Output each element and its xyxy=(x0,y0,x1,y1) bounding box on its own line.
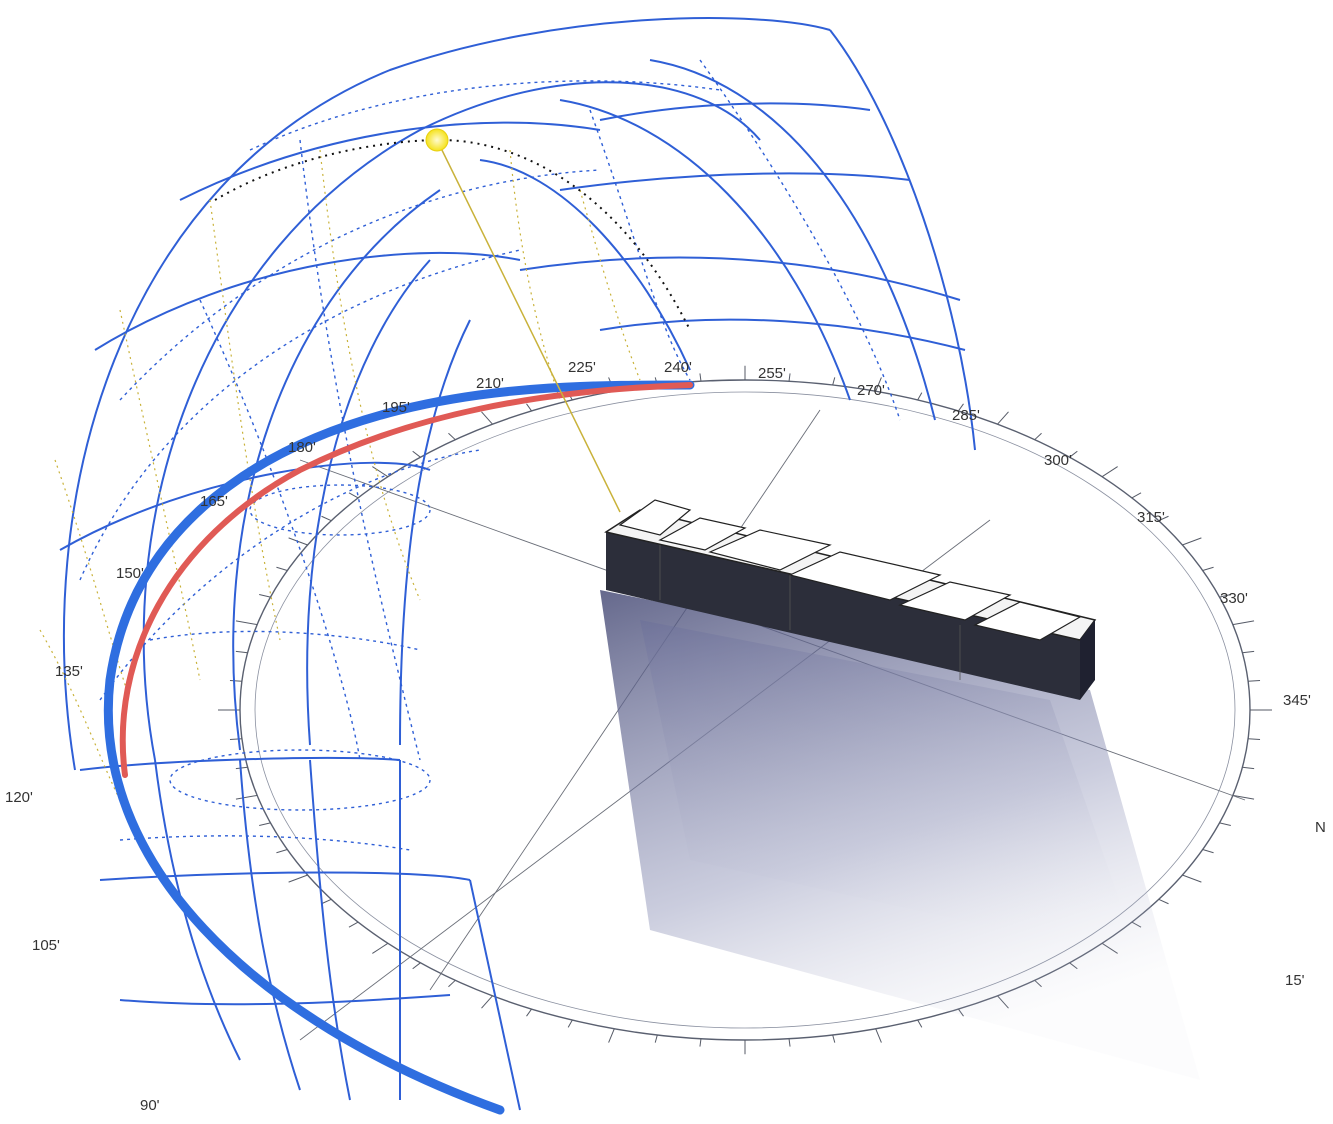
ring-tick xyxy=(1248,680,1261,682)
sun-path-arcs xyxy=(103,380,695,1115)
ring-tick xyxy=(276,848,288,854)
ring-tick xyxy=(448,432,456,441)
azimuth-label-255: 255' xyxy=(758,365,786,382)
ring-tick xyxy=(412,450,421,458)
ring-tick xyxy=(1248,738,1261,740)
azimuth-label-330: 330' xyxy=(1220,590,1248,607)
ring-tick xyxy=(526,403,532,412)
ring-tick xyxy=(699,1038,702,1047)
ring-tick xyxy=(288,874,308,883)
ring-tick xyxy=(1034,432,1042,441)
ring-tick xyxy=(448,979,456,988)
ring-tick xyxy=(1158,898,1169,905)
azimuth-label-210: 210' xyxy=(476,375,504,392)
ring-tick xyxy=(321,515,332,522)
building-shadow xyxy=(600,590,1200,1080)
ring-tick xyxy=(1202,566,1214,572)
ring-tick xyxy=(1158,515,1169,522)
ring-tick xyxy=(412,962,421,970)
ring-tick xyxy=(1232,620,1255,626)
building-model xyxy=(604,499,1097,700)
ring-tick xyxy=(917,392,923,401)
ring-tick xyxy=(917,1019,923,1028)
ring-tick xyxy=(481,411,493,425)
ring-tick xyxy=(875,1028,882,1043)
azimuth-label-240: 240' xyxy=(664,359,692,376)
ring-tick xyxy=(229,738,242,740)
ring-tick xyxy=(235,794,258,800)
ring-tick xyxy=(958,403,964,412)
ring-tick xyxy=(654,1034,658,1043)
ring-tick xyxy=(997,411,1009,425)
ring-tick xyxy=(1182,874,1202,883)
ring-tick xyxy=(1182,537,1202,546)
ring-tick xyxy=(372,942,389,954)
ring-tick xyxy=(372,466,389,478)
azimuth-label-165: 165' xyxy=(200,493,228,510)
ring-tick xyxy=(1232,794,1255,800)
ring-tick xyxy=(1242,766,1255,770)
ring-tick xyxy=(321,898,332,905)
ring-tick xyxy=(276,566,288,572)
ring-tick xyxy=(288,537,308,546)
ring-tick xyxy=(526,1008,532,1017)
azimuth-label-195: 195' xyxy=(382,399,410,416)
azimuth-label-285: 285' xyxy=(952,407,980,424)
ring-tick xyxy=(235,766,248,770)
ring-tick xyxy=(348,492,359,499)
azimuth-label-180: 180' xyxy=(288,439,316,456)
azimuth-label-105: 105' xyxy=(32,937,60,954)
ring-tick xyxy=(481,995,493,1009)
ring-tick xyxy=(259,822,271,827)
azimuth-labels: 90' 105' 120' 135' 150' 165' 180' 195' 2… xyxy=(5,359,1326,1114)
ring-tick xyxy=(1202,848,1214,854)
ring-tick xyxy=(1069,450,1078,458)
sun-marker-icon xyxy=(425,128,449,152)
sky-dome-grid xyxy=(59,17,976,1111)
ring-tick xyxy=(875,377,882,392)
ring-tick xyxy=(788,1038,791,1047)
hour-lines xyxy=(39,149,641,801)
ring-tick xyxy=(1242,650,1255,654)
azimuth-label-225: 225' xyxy=(568,359,596,376)
ring-tick xyxy=(235,620,258,626)
ring-tick xyxy=(259,593,271,598)
ring-tick xyxy=(1131,492,1142,499)
ring-tick xyxy=(1101,466,1118,478)
azimuth-label-north: N xyxy=(1315,819,1326,836)
sun-ray xyxy=(437,141,621,513)
ring-tick xyxy=(832,1034,836,1043)
azimuth-label-270: 270' xyxy=(857,382,885,399)
azimuth-label-120: 120' xyxy=(5,789,33,806)
ring-tick xyxy=(348,921,359,928)
azimuth-label-315: 315' xyxy=(1137,509,1165,526)
ring-tick xyxy=(699,373,702,382)
ring-tick xyxy=(229,680,242,682)
sky-dome-dashed xyxy=(79,59,901,851)
azimuth-label-15: 15' xyxy=(1285,972,1305,989)
ring-tick xyxy=(832,377,836,386)
azimuth-label-300: 300' xyxy=(1044,452,1072,469)
ring-tick xyxy=(788,373,791,382)
ring-tick xyxy=(235,650,248,654)
ring-tick xyxy=(567,1019,573,1028)
azimuth-label-150: 150' xyxy=(116,565,144,582)
azimuth-label-90: 90' xyxy=(140,1097,160,1114)
current-sun-path xyxy=(214,138,691,331)
ring-tick xyxy=(1219,822,1231,827)
azimuth-label-345: 345' xyxy=(1283,692,1311,709)
azimuth-label-135: 135' xyxy=(55,663,83,680)
ring-tick xyxy=(608,1028,615,1043)
ring-tick xyxy=(1219,593,1231,598)
